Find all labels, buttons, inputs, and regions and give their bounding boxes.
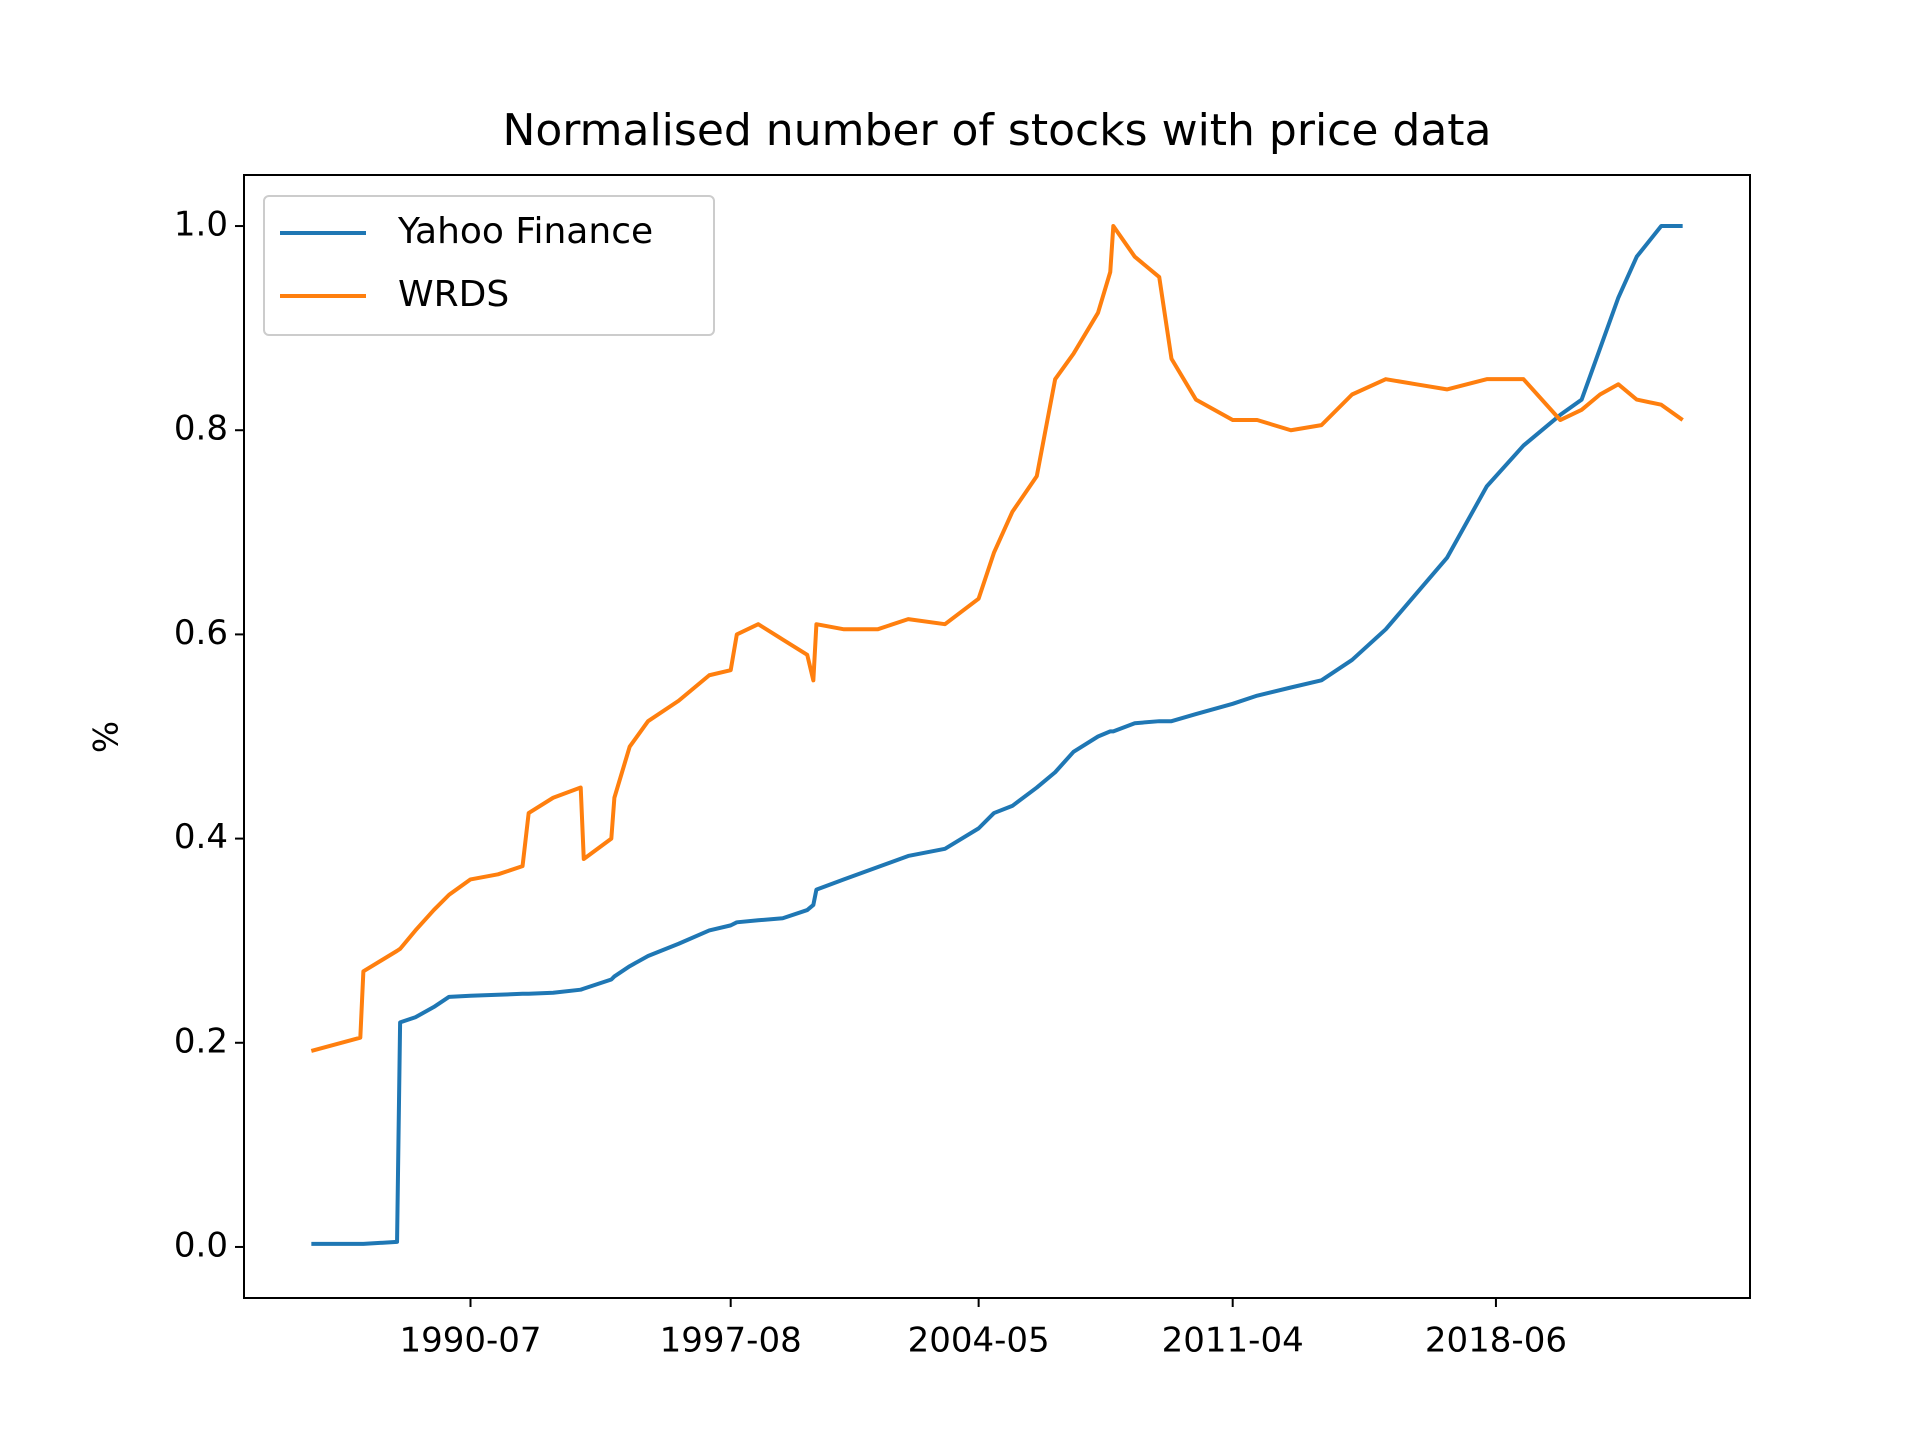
legend-label: Yahoo Finance xyxy=(397,211,653,252)
chart-title: Normalised number of stocks with price d… xyxy=(502,105,1491,156)
y-tick-label: 0.2 xyxy=(174,1021,228,1061)
x-tick-label: 2004-05 xyxy=(908,1321,1050,1361)
x-tick-label: 2011-04 xyxy=(1162,1321,1304,1361)
y-tick-label: 0.0 xyxy=(174,1225,228,1265)
data-line xyxy=(311,224,1683,1246)
y-tick-label: 0.6 xyxy=(174,613,228,653)
y-tick-label: 1.0 xyxy=(174,205,228,245)
axes-frame xyxy=(243,174,1751,1299)
legend-label: WRDS xyxy=(398,274,509,315)
x-tick-label: 1990-07 xyxy=(399,1321,541,1361)
x-tick-label: 2018-06 xyxy=(1425,1321,1567,1361)
y-tick-label: 0.8 xyxy=(174,409,228,449)
data-line xyxy=(310,224,1684,1053)
legend-box xyxy=(263,195,715,336)
y-axis-label: % xyxy=(87,721,127,753)
x-tick-label: 1997-08 xyxy=(660,1321,802,1361)
y-tick-label: 0.4 xyxy=(174,817,228,857)
